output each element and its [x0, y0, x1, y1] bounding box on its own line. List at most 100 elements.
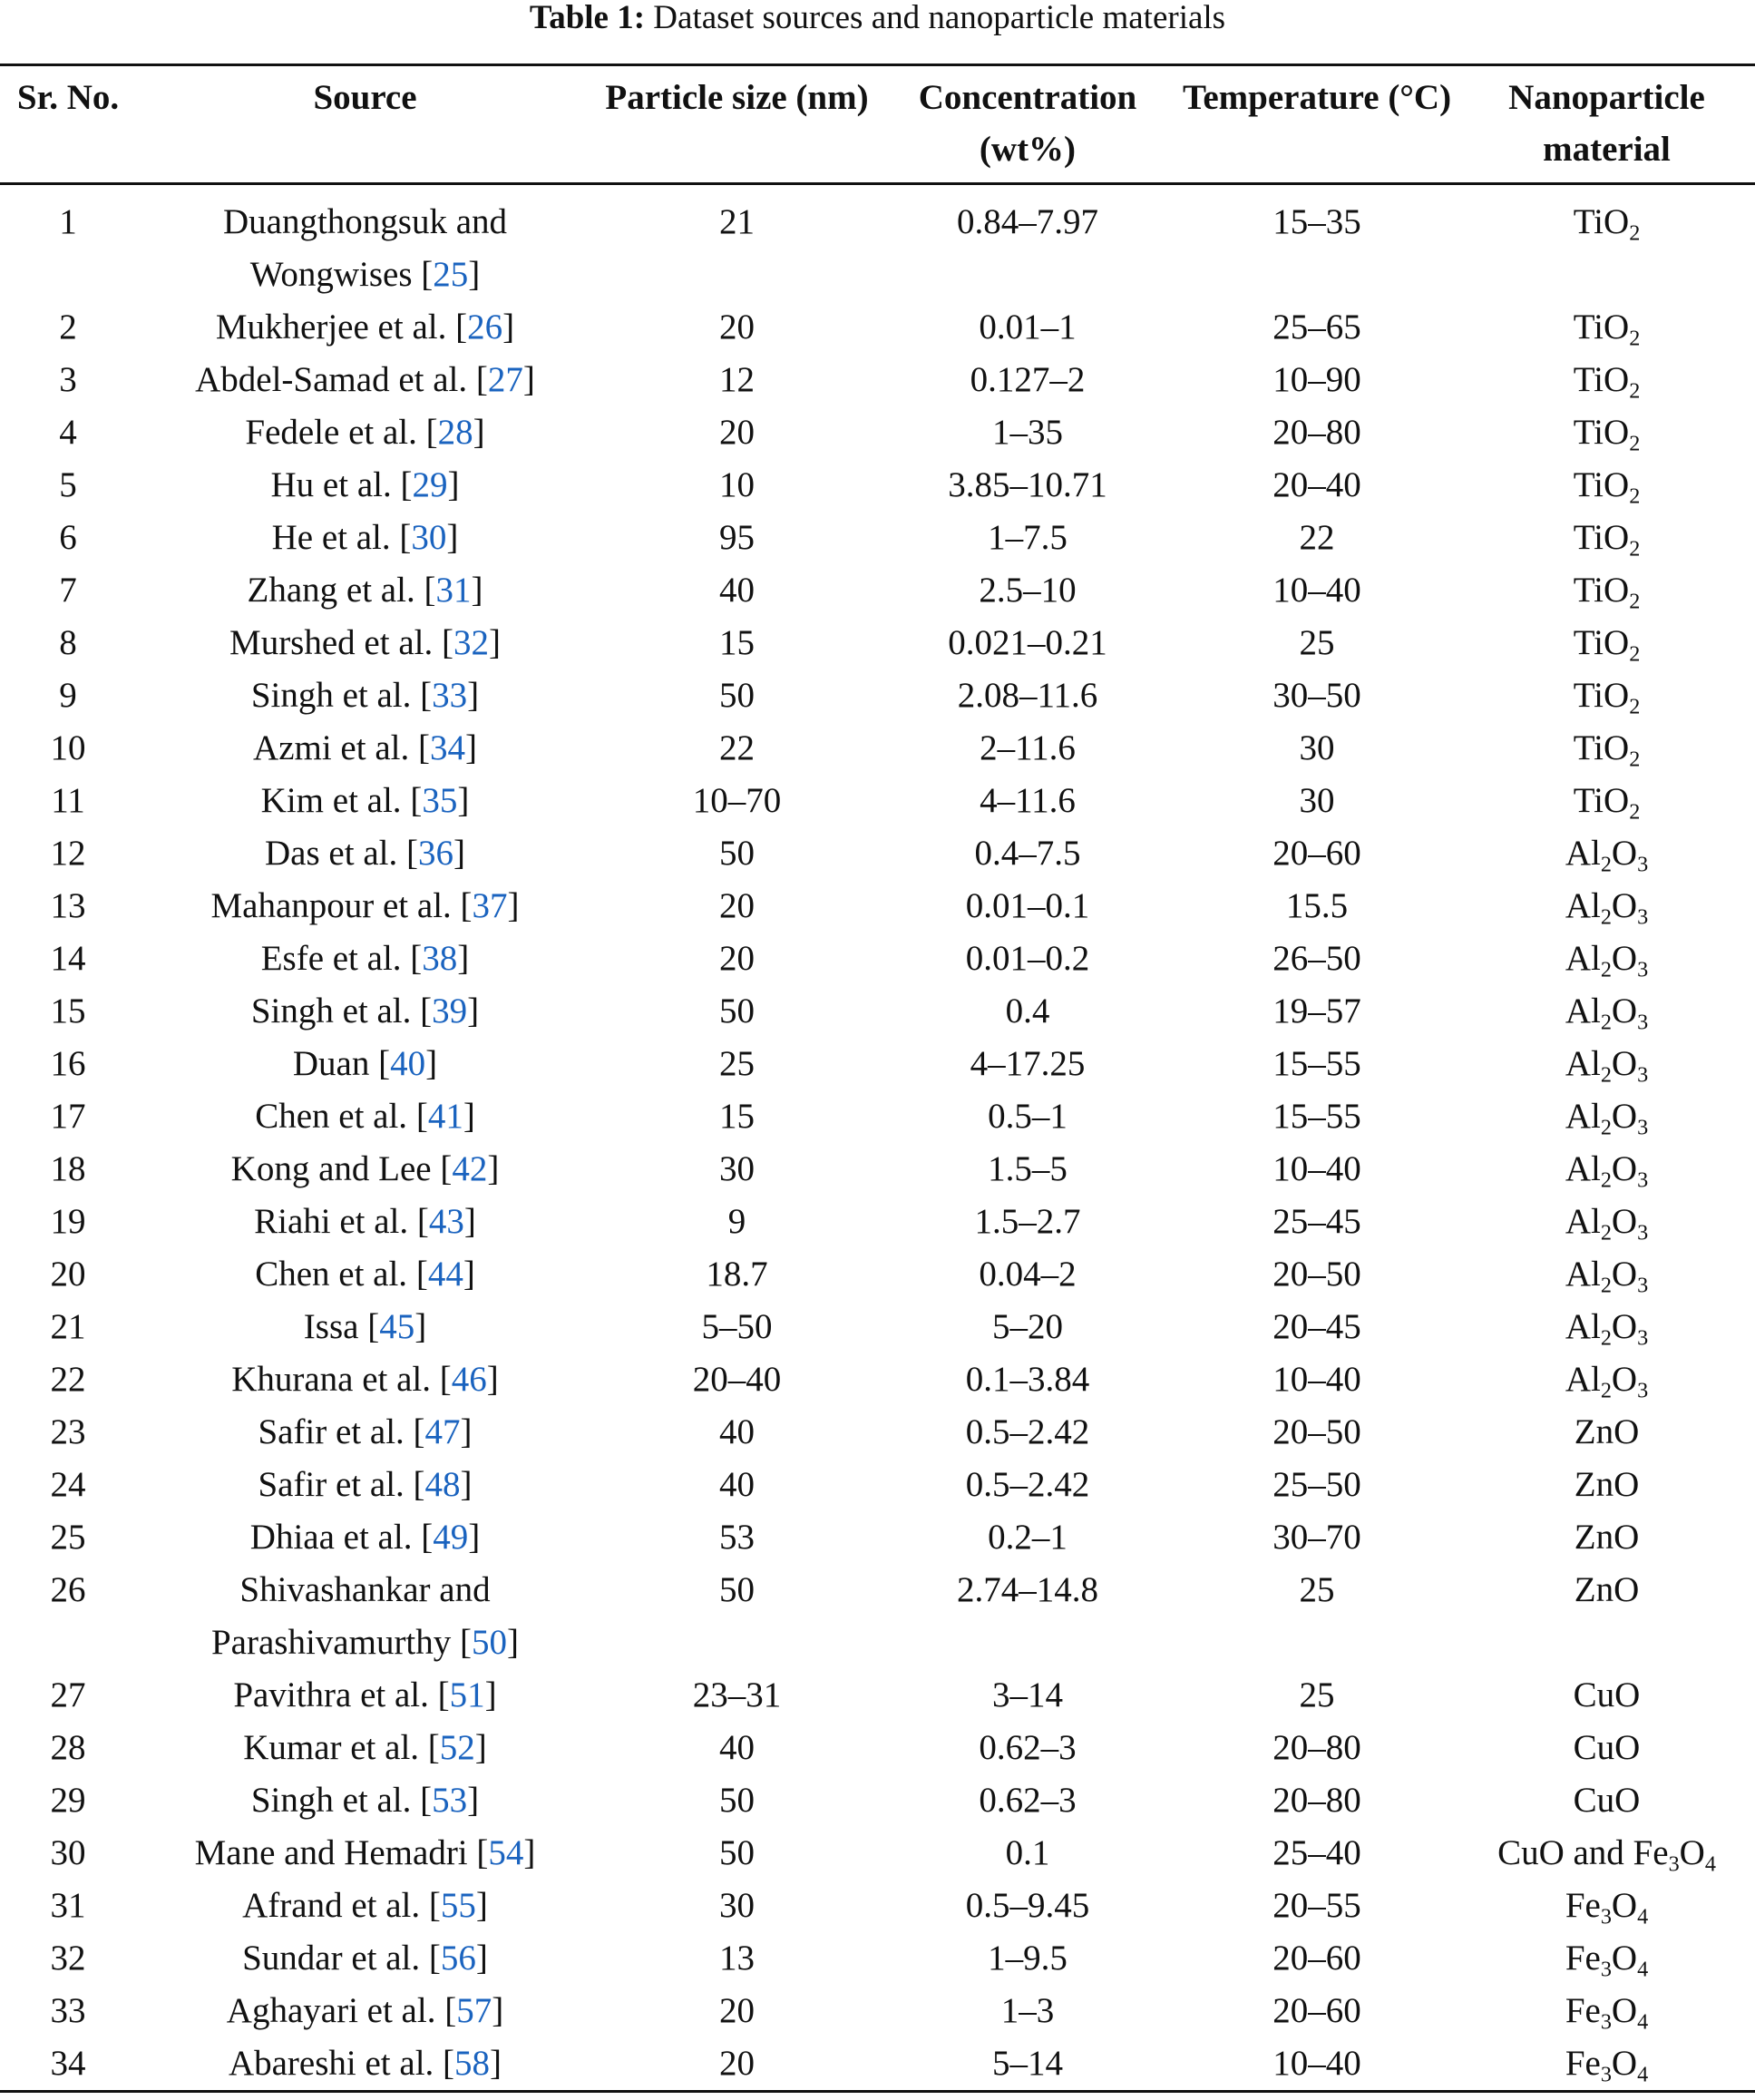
temperature-cell: 30	[1299, 728, 1335, 767]
reference-link[interactable]: 58	[454, 2044, 491, 2083]
source-cell: Safir et al. [48]	[136, 1459, 594, 1511]
reference-link[interactable]: 48	[424, 1465, 461, 1504]
reference-link[interactable]: 42	[452, 1149, 488, 1188]
reference-link[interactable]: 26	[467, 308, 503, 347]
formula-part: CuO	[1573, 1781, 1641, 1820]
table-row: 2 Mukherjee et al. [26] 20 0.01–1 25–65 TiO2	[0, 301, 1755, 354]
formula-part: O	[1604, 465, 1630, 504]
table-body: 1 Duangthongsuk and Wongwises [25] 21 0.84–…	[0, 184, 1755, 2092]
source-name: Singh et al.	[250, 676, 412, 715]
source-name: Chen et al.	[255, 1255, 408, 1294]
concentration-cell: 0.01–1	[979, 308, 1077, 347]
caption-label: Table 1:	[529, 0, 646, 36]
temperature-cell: 20–60	[1272, 834, 1361, 873]
source-name: Duangthongsuk and Wongwises	[222, 202, 508, 294]
formula-part: Fe	[1565, 1939, 1601, 1978]
material-cell: Al2O3	[1458, 1248, 1755, 1301]
concentration-cell: 0.5–1	[988, 1097, 1068, 1136]
particle-size-cell: 50	[719, 676, 755, 715]
formula-part: O	[1611, 1307, 1638, 1346]
formula-subscript: 4	[1637, 2009, 1649, 2035]
temperature-cell: 10–90	[1272, 360, 1361, 399]
concentration-cell: 0.127–2	[970, 360, 1086, 399]
reference-link[interactable]: 50	[472, 1623, 508, 1662]
reference-link[interactable]: 29	[412, 465, 448, 504]
reference-link[interactable]: 44	[427, 1255, 463, 1294]
reference-link[interactable]: 39	[432, 991, 468, 1030]
reference-link[interactable]: 55	[440, 1886, 476, 1925]
material-cell: Al2O3	[1458, 880, 1755, 933]
formula-part: O	[1604, 728, 1630, 767]
material-cell: Fe3O4	[1458, 1880, 1755, 1932]
source-cell: Fedele et al. [28]	[136, 406, 594, 459]
source-cell: He et al. [30]	[136, 512, 594, 564]
formula-part: ZnO	[1574, 1570, 1640, 1609]
reference-link[interactable]: 30	[411, 518, 447, 557]
sr-no-cell: 11	[51, 781, 85, 820]
material-cell: Fe3O4	[1458, 2037, 1755, 2092]
material-cell: TiO2	[1458, 184, 1755, 302]
sr-no-cell: 15	[50, 991, 86, 1030]
source-cell: Zhang et al. [31]	[136, 564, 594, 617]
reference-link[interactable]: 37	[472, 886, 508, 925]
reference-link[interactable]: 31	[435, 571, 472, 610]
reference-link[interactable]: 47	[424, 1412, 461, 1451]
reference-link[interactable]: 53	[432, 1781, 468, 1820]
formula-part: CuO	[1573, 1728, 1641, 1767]
reference-link[interactable]: 35	[422, 781, 458, 820]
reference-link[interactable]: 51	[449, 1675, 485, 1714]
table-row: 7 Zhang et al. [31] 40 2.5–10 10–40 TiO2	[0, 564, 1755, 617]
formula-subscript: 2	[1600, 1273, 1612, 1298]
material-cell: Al2O3	[1458, 1196, 1755, 1248]
formula-subscript: 3	[1637, 1167, 1649, 1193]
reference-link[interactable]: 36	[417, 834, 453, 873]
table-row: 9 Singh et al. [33] 50 2.08–11.6 30–50 TiO2	[0, 669, 1755, 722]
particle-size-cell: 53	[719, 1518, 755, 1557]
reference-link[interactable]: 34	[429, 728, 465, 767]
source-cell: Hu et al. [29]	[136, 459, 594, 512]
sr-no-cell: 30	[50, 1833, 86, 1872]
source-cell: Singh et al. [33]	[136, 669, 594, 722]
source-text: Issa [45]	[303, 1307, 427, 1346]
table-row: 12 Das et al. [36] 50 0.4–7.5 20–60 Al2O3	[0, 827, 1755, 880]
source-name: Chen et al.	[255, 1097, 408, 1136]
sr-no-cell: 2	[59, 308, 77, 347]
reference-link[interactable]: 32	[453, 623, 489, 662]
formula-subscript: 3	[1637, 904, 1649, 930]
formula-subscript: 4	[1637, 2062, 1649, 2087]
reference-link[interactable]: 49	[433, 1518, 469, 1557]
reference-link[interactable]: 45	[379, 1307, 415, 1346]
particle-size-cell: 40	[719, 1412, 755, 1451]
reference-link[interactable]: 38	[422, 939, 458, 978]
formula-subscript: 2	[1629, 694, 1641, 719]
formula-subscript: 3	[1637, 1062, 1649, 1088]
reference-link[interactable]: 52	[439, 1728, 475, 1767]
table-caption: Table 1: Dataset sources and nanoparticl…	[0, 0, 1755, 36]
reference-link[interactable]: 25	[433, 255, 469, 294]
sr-no-cell: 4	[59, 413, 77, 452]
formula-subscript: 3	[1668, 1851, 1680, 1877]
reference-link[interactable]: 28	[437, 413, 473, 452]
reference-link[interactable]: 46	[451, 1360, 487, 1399]
formula-part: CuO and Fe	[1497, 1833, 1669, 1872]
reference-link[interactable]: 43	[428, 1202, 464, 1241]
concentration-cell: 0.4–7.5	[974, 834, 1081, 873]
source-cell: Khurana et al. [46]	[136, 1353, 594, 1406]
reference-link[interactable]: 56	[440, 1939, 476, 1978]
reference-link[interactable]: 54	[488, 1833, 524, 1872]
table-row: 22 Khurana et al. [46] 20–40 0.1–3.84 10–40 A…	[0, 1353, 1755, 1406]
source-cell: Kumar et al. [52]	[136, 1722, 594, 1774]
formula-part: Ti	[1573, 413, 1604, 452]
sr-no-cell: 10	[50, 728, 86, 767]
temperature-cell: 10–40	[1272, 571, 1361, 610]
reference-link[interactable]: 40	[390, 1044, 426, 1083]
table-row: 13 Mahanpour et al. [37] 20 0.01–0.1 15.5 Al2…	[0, 880, 1755, 933]
formula-subscript: 3	[1600, 2009, 1612, 2035]
reference-link[interactable]: 27	[487, 360, 523, 399]
reference-link[interactable]: 41	[427, 1097, 463, 1136]
reference-link[interactable]: 57	[456, 1991, 492, 2030]
temperature-cell: 15.5	[1285, 886, 1349, 925]
material-cell: CuO	[1458, 1722, 1755, 1774]
reference-link[interactable]: 33	[432, 676, 468, 715]
formula-part: O	[1611, 1044, 1638, 1083]
